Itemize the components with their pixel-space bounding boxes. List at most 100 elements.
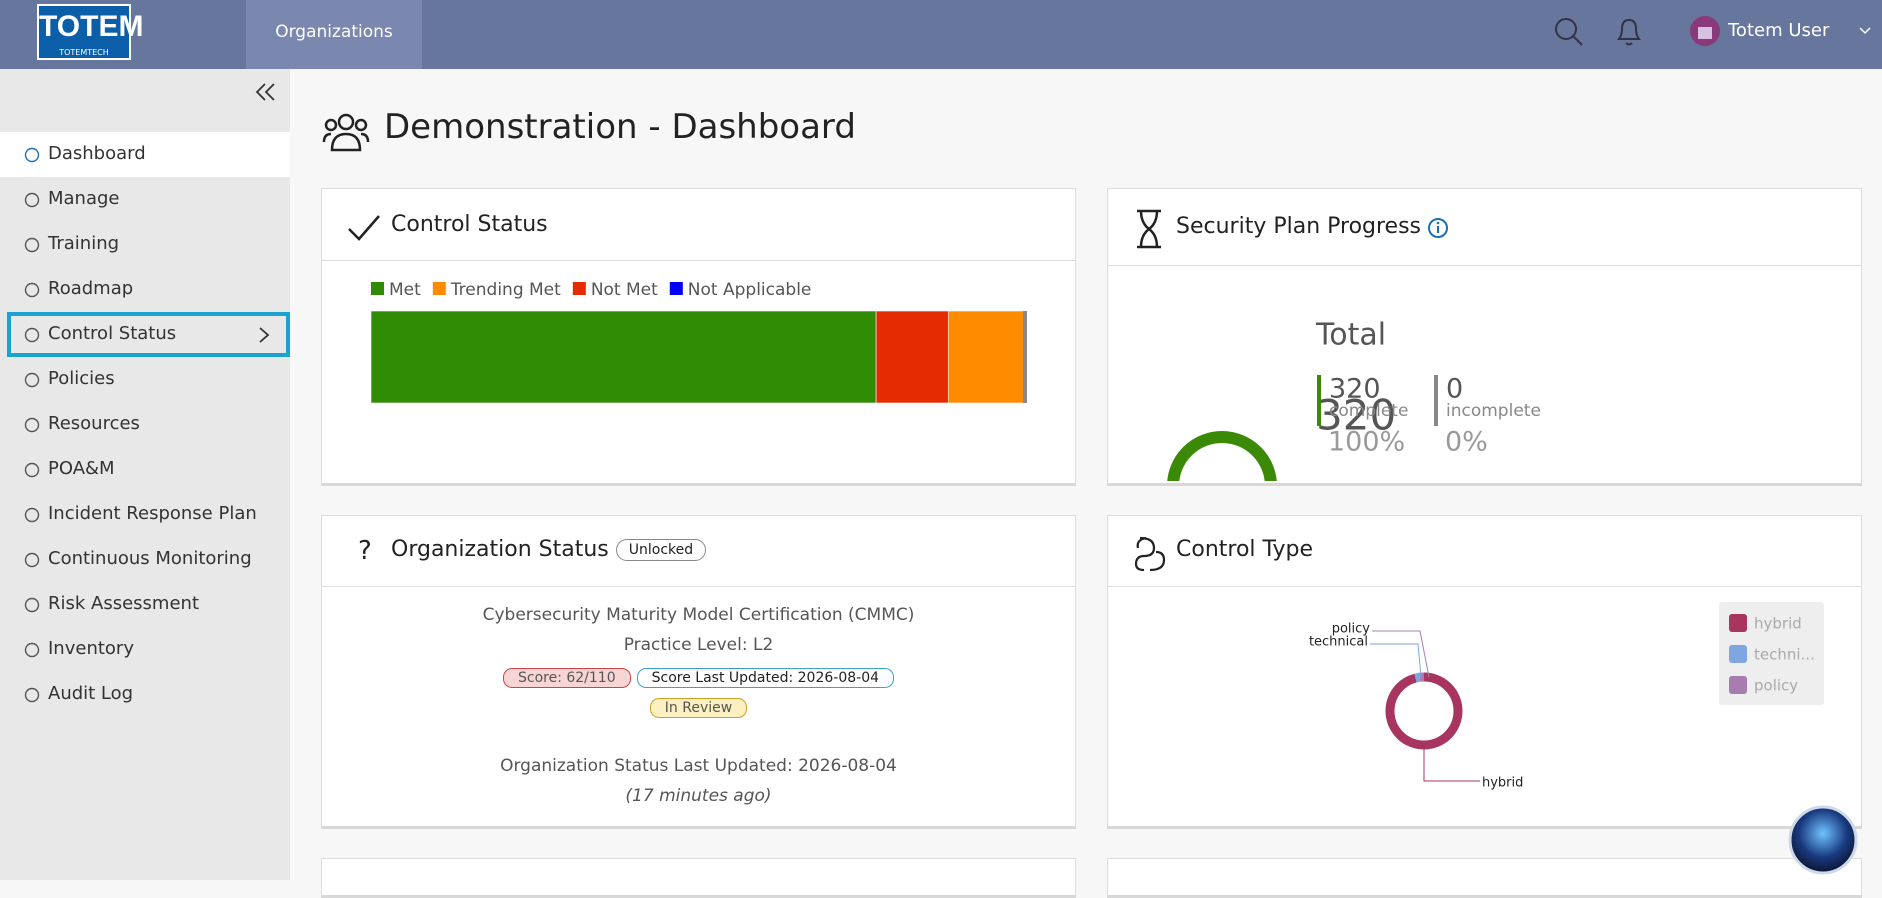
lock-badge: Unlocked xyxy=(615,539,707,561)
avatar[interactable] xyxy=(1689,15,1721,47)
collapse-button[interactable] xyxy=(254,81,278,103)
logo-subtext: TOTEMTECH xyxy=(59,48,109,57)
donut-segment xyxy=(1385,672,1463,750)
icon-shape xyxy=(24,687,40,703)
nav-item[interactable]: Resources xyxy=(0,402,290,447)
nav-icon xyxy=(24,147,40,163)
hourglass-icon xyxy=(1137,209,1161,249)
updated-ago: (17 minutes ago) xyxy=(625,786,772,806)
bar-segment xyxy=(947,310,1028,404)
icon-shape xyxy=(24,147,40,163)
assistant-button[interactable] xyxy=(1788,805,1858,875)
nav-item[interactable]: Dashboard xyxy=(0,132,290,177)
search-icon[interactable] xyxy=(1552,15,1586,49)
divider xyxy=(322,260,1075,261)
nav-label: Incident Response Plan xyxy=(48,503,257,524)
nav-item[interactable]: Control Status xyxy=(7,312,290,357)
divider xyxy=(1108,265,1861,266)
nav-item[interactable]: Roadmap xyxy=(0,267,290,312)
next-card xyxy=(1107,858,1862,898)
legend-label: policy xyxy=(1754,677,1798,695)
nav-label: Resources xyxy=(48,413,140,434)
next-card xyxy=(321,858,1076,898)
legend-swatch xyxy=(371,282,384,295)
logo[interactable]: TOTEM TOTEMTECH xyxy=(37,4,144,60)
nav-label: Manage xyxy=(48,188,120,209)
user-menu-chevron[interactable] xyxy=(1858,26,1872,36)
nav-organizations[interactable]: Organizations xyxy=(246,0,422,69)
stat-bar xyxy=(1434,375,1438,426)
stat-share: 100% xyxy=(1328,427,1405,458)
nav-label: Risk Assessment xyxy=(48,593,200,614)
divider xyxy=(1108,586,1861,587)
nav-icon xyxy=(24,327,40,343)
bar-end xyxy=(1023,311,1027,403)
review-row: In Review xyxy=(322,697,1075,718)
nav-chevron xyxy=(259,327,270,343)
score-badge: Score: 62/110 xyxy=(502,668,631,688)
icon-shape xyxy=(24,282,40,298)
icon-shape xyxy=(24,372,40,388)
slice-label: policy xyxy=(1332,622,1371,637)
nav-item[interactable]: Policies xyxy=(0,357,290,402)
total-label: Total xyxy=(1315,318,1386,353)
notification-icon[interactable] xyxy=(1614,15,1644,49)
legend-label: hybrid xyxy=(1754,615,1802,633)
control-type-card: Control Type hybrid technical policy hybrid… xyxy=(1107,515,1862,829)
nav-item[interactable]: Continuous Monitoring xyxy=(0,537,290,582)
nav-item[interactable]: Incident Response Plan xyxy=(0,492,290,537)
practice-level: Practice Level: L2 xyxy=(623,635,774,655)
logo-text: TOTEM xyxy=(39,10,144,43)
organization-status-card: ? Organization Status Unlocked Cybersecu… xyxy=(321,515,1076,829)
icon-shape xyxy=(24,642,40,658)
chevron xyxy=(259,327,270,343)
page-title: Demonstration - Dashboard xyxy=(384,107,856,147)
stat-share: 0% xyxy=(1445,427,1488,458)
nav-label: Roadmap xyxy=(48,278,134,299)
info-icon[interactable] xyxy=(1427,217,1449,239)
donut-segment xyxy=(1167,431,1277,481)
stat-value: 320 xyxy=(1329,374,1381,405)
nav-icon xyxy=(24,237,40,253)
card-title: Organization Status Unlocked xyxy=(391,537,707,562)
leader-line xyxy=(1372,630,1430,678)
nav-icon xyxy=(24,192,40,208)
nav-label: Audit Log xyxy=(48,683,134,704)
stat-label: incomplete xyxy=(1446,401,1541,421)
nav-icon xyxy=(24,462,40,478)
user-name[interactable]: Totem User xyxy=(1728,20,1830,41)
nav-icon xyxy=(24,282,40,298)
nav-item[interactable]: Audit Log xyxy=(0,672,290,717)
stat-label: complete xyxy=(1329,401,1408,421)
nav-item[interactable]: Risk Assessment xyxy=(0,582,290,627)
check-icon xyxy=(348,215,380,241)
legend-swatch xyxy=(1729,614,1747,632)
nav-label: Control Status xyxy=(48,323,177,344)
legend-label: Not Met xyxy=(591,280,658,300)
top-bar: TOTEM TOTEMTECH Organizations Totem User xyxy=(0,0,1882,69)
nav-item[interactable]: Training xyxy=(0,222,290,267)
nav-label: Training xyxy=(48,233,120,254)
nav-item[interactable]: Manage xyxy=(0,177,290,222)
control-status-card: Control Status Met Trending Met Not Met Not… xyxy=(321,188,1076,486)
nav-label: Inventory xyxy=(48,638,134,659)
page-icon xyxy=(322,113,370,152)
legend-swatch xyxy=(1729,676,1747,694)
card-title: Control Status xyxy=(391,212,548,237)
nav-item[interactable]: POA&M xyxy=(0,447,290,492)
question-icon: ? xyxy=(358,536,372,566)
legend-label: Not Applicable xyxy=(688,280,812,300)
nav-item[interactable]: Inventory xyxy=(0,627,290,672)
icon-shape xyxy=(24,192,40,208)
nav-label: Dashboard xyxy=(48,143,146,164)
nav-icon xyxy=(24,552,40,568)
legend-swatch xyxy=(572,282,586,295)
security-plan-card: Security Plan Progress 320 Total 320 comple… xyxy=(1107,188,1862,486)
icon-shape xyxy=(24,417,40,433)
legend-swatch xyxy=(669,282,683,295)
legend-label: Met xyxy=(389,280,421,300)
nav-label: Continuous Monitoring xyxy=(48,548,252,569)
